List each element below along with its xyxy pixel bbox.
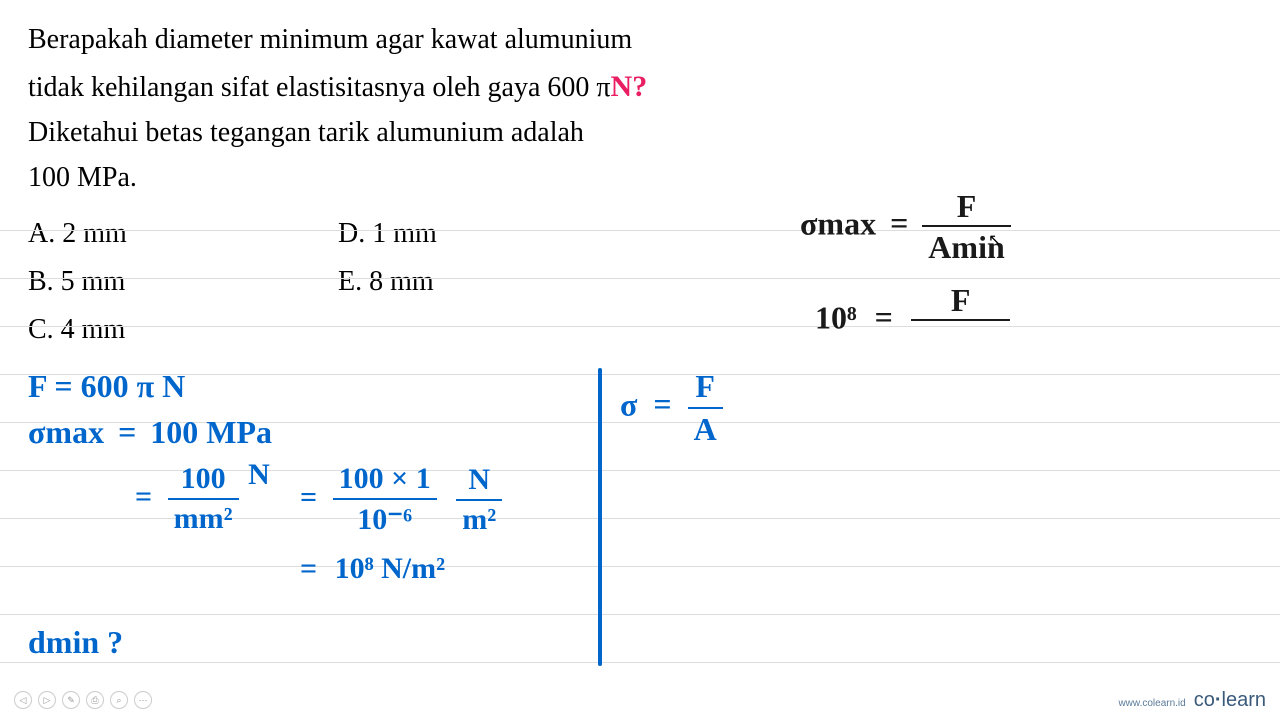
- eq-sign: =: [653, 386, 671, 422]
- ruled-line: [0, 614, 1280, 615]
- cursor-icon: ↖: [988, 230, 1001, 250]
- work-force: F = 600 π N: [28, 368, 185, 405]
- brand-co: co: [1194, 689, 1215, 711]
- footer-branding: www.colearn.id co·learn: [1118, 689, 1266, 712]
- ruled-line: [0, 230, 1280, 231]
- frac-den: A: [688, 409, 723, 448]
- eq-sign: =: [300, 552, 317, 585]
- pen-icon[interactable]: ✎: [62, 691, 80, 709]
- frac-num: F: [688, 368, 723, 409]
- frac-den: [911, 321, 1011, 360]
- frac-den: m²: [456, 501, 502, 537]
- fraction: 100 × 1 10⁻⁶: [333, 462, 437, 537]
- vertical-divider: [598, 368, 602, 666]
- eq-sign: =: [118, 414, 136, 450]
- footer-controls: ◁ ▷ ✎ ⎙ ⌕ ⋯: [14, 691, 152, 709]
- prev-icon[interactable]: ◁: [14, 691, 32, 709]
- sigma-max: σmax: [28, 414, 104, 450]
- more-icon[interactable]: ⋯: [134, 691, 152, 709]
- footer-bar: ◁ ▷ ✎ ⎙ ⌕ ⋯ www.colearn.id co·learn: [0, 686, 1280, 714]
- eq-sign: =: [875, 299, 893, 335]
- brand-dot: ·: [1215, 689, 1222, 711]
- frac-den: 10⁻⁶: [333, 500, 437, 537]
- zoom-icon[interactable]: ⌕: [110, 691, 128, 709]
- frac-den: mm²: [168, 500, 239, 536]
- work-dmin: dmin ?: [28, 624, 123, 661]
- work-sigma-formula: σ = F A: [620, 368, 723, 448]
- frac-num: F: [922, 188, 1010, 227]
- work-sigma-given: σmax = 100 MPa: [28, 414, 272, 451]
- frac-num: 100: [168, 462, 239, 500]
- work-conv1: = 100 mm² N: [135, 462, 270, 536]
- ruled-line: [0, 326, 1280, 327]
- question-block: Berapakah diameter minimum agar kawat al…: [0, 0, 1280, 200]
- frac-num: F: [911, 282, 1011, 321]
- result-val: 10⁸ N/m²: [335, 552, 445, 585]
- eq-sign: =: [300, 480, 317, 513]
- footer-brand: co·learn: [1194, 689, 1266, 712]
- fraction: F Amin: [922, 188, 1010, 266]
- fraction: F A: [688, 368, 723, 448]
- tool-icon[interactable]: ⎙: [86, 691, 104, 709]
- question-line-4: 100 MPa.: [28, 156, 1252, 201]
- footer-url: www.colearn.id: [1118, 698, 1185, 709]
- ten-eight: 10⁸: [815, 299, 857, 335]
- ruled-line: [0, 566, 1280, 567]
- force-unit-annotation: N?: [611, 70, 648, 103]
- eq-sign: =: [890, 205, 908, 241]
- work-sigma-max-eq2: 10⁸ = F: [815, 282, 1010, 360]
- brand-learn: learn: [1222, 689, 1266, 711]
- sigma-val: 100 MPa: [150, 414, 272, 450]
- question-line-2: tidak kehilangan sifat elastisitasnya ol…: [28, 63, 1252, 111]
- sigma-sym: σ: [620, 386, 637, 422]
- ruled-line: [0, 662, 1280, 663]
- frac-num: 100 × 1: [333, 462, 437, 500]
- question-line-3: Diketahui betas tegangan tarik alumunium…: [28, 111, 1252, 156]
- fraction: F: [911, 282, 1011, 360]
- work-sigma-max-eq1: σmax = F Amin: [800, 188, 1011, 266]
- fraction: 100 mm²: [168, 462, 239, 536]
- work-conv3: = 10⁸ N/m²: [300, 552, 445, 586]
- sigma-max-lhs: σmax: [800, 205, 876, 241]
- work-conv2: = 100 × 1 10⁻⁶ N m²: [300, 462, 502, 537]
- ruled-line: [0, 278, 1280, 279]
- question-line-2a: tidak kehilangan sifat elastisitasnya ol…: [28, 72, 611, 103]
- question-line-1: Berapakah diameter minimum agar kawat al…: [28, 18, 1252, 63]
- fraction-unit: N m²: [456, 463, 502, 537]
- eq-sign: =: [135, 480, 152, 513]
- unit-n: N: [248, 458, 270, 491]
- next-icon[interactable]: ▷: [38, 691, 56, 709]
- frac-num: N: [456, 463, 502, 501]
